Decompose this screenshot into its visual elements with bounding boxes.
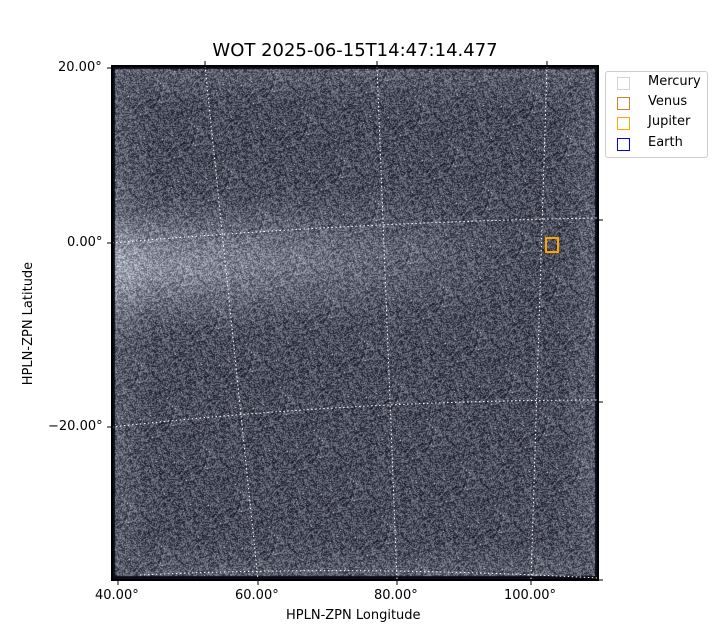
legend-swatch <box>617 138 630 151</box>
gridline-lon-100 <box>530 65 548 581</box>
plot-frame <box>111 65 599 581</box>
legend-swatch <box>617 97 630 110</box>
y-tick-label: 0.00° <box>67 235 103 250</box>
x-axis-label: HPLN-ZPN Longitude <box>286 608 421 623</box>
gridline-lon-80 <box>376 65 398 581</box>
gridline-lat-minus20 <box>111 399 599 428</box>
legend-label: Jupiter <box>648 114 691 129</box>
legend-swatch <box>617 77 630 90</box>
legend-label: Venus <box>648 94 688 109</box>
x-tick-label: 60.00° <box>235 588 279 603</box>
chart-title: WOT 2025-06-15T14:47:14.477 <box>212 40 498 61</box>
y-tick-label: 20.00° <box>58 60 102 75</box>
x-tick-label: 40.00° <box>95 588 139 603</box>
y-axis-label: HPLN-ZPN Latitude <box>21 261 37 386</box>
legend: Mercury Venus Jupiter Earth <box>605 71 708 158</box>
x-tick-label: 100.00° <box>504 588 556 603</box>
legend-label: Mercury <box>648 74 701 89</box>
x-tick-label: 80.00° <box>374 588 418 603</box>
y-tick-label: −20.00° <box>48 419 103 434</box>
gridline-lat-0 <box>111 217 599 244</box>
image-plot <box>112 66 598 580</box>
jupiter-marker <box>545 237 559 253</box>
legend-label: Earth <box>648 135 683 150</box>
gridline-lat-bottom <box>139 570 599 579</box>
legend-swatch <box>617 117 630 130</box>
gridline-lon-60 <box>204 65 259 581</box>
